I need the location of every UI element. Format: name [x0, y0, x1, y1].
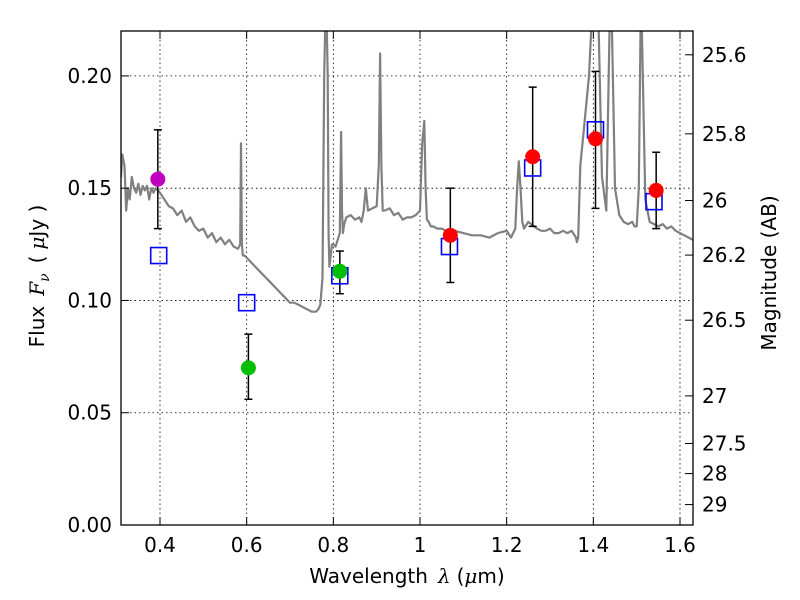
y2-tick-label: 26	[702, 189, 727, 213]
model-square	[237, 293, 256, 312]
data-point	[525, 149, 541, 165]
y-axis-title: FluxFν(μJy )	[25, 205, 53, 348]
data-point	[648, 182, 664, 198]
data-point	[332, 263, 348, 279]
data-point	[588, 131, 603, 147]
y2-tick-label: 26.5	[702, 308, 747, 332]
x-tick-label: 1.2	[491, 533, 523, 557]
x-tick-labels: 0.4 0.6 0.8 1 1.2 1.4 1.6	[144, 533, 696, 557]
y2-tick-labels: 25.6 25.8 26 26.2 26.5 27 27.5 28 29	[702, 43, 747, 517]
y-tick-labels: 0.00 0.05 0.10 0.15 0.20	[67, 64, 112, 537]
y2-tick-label: 26.2	[702, 243, 747, 267]
y2-tick-label: 29	[702, 493, 727, 517]
axis-ticks	[121, 31, 693, 526]
measured-photometry-layer	[150, 131, 664, 376]
x-tick-label: 1.6	[664, 533, 696, 557]
y-tick-label: 0.00	[67, 513, 112, 537]
x-tick-label: 1	[414, 533, 427, 557]
y2-axis-title: Magnitude (AB)	[757, 195, 781, 350]
y-tick-label: 0.20	[67, 64, 112, 88]
x-tick-label: 0.6	[231, 533, 263, 557]
data-point	[442, 227, 458, 243]
x-axis-title: Wavelength λ (μm)	[309, 564, 504, 588]
y2-tick-label: 27.5	[702, 431, 747, 455]
y-tick-label: 0.10	[67, 288, 112, 312]
model-square	[149, 246, 168, 265]
x-tick-label: 1.4	[577, 533, 609, 557]
y2-tick-label: 28	[702, 462, 727, 486]
model-spectrum-layer	[121, 31, 693, 313]
y-tick-label: 0.05	[67, 401, 112, 425]
y2-tick-label: 27	[702, 384, 727, 408]
y2-tick-label: 25.6	[702, 43, 747, 67]
plot-frame	[120, 30, 694, 526]
x-tick-label: 0.8	[317, 533, 349, 557]
x-tick-label: 0.4	[144, 533, 176, 557]
data-point	[150, 171, 166, 187]
y2-tick-label: 25.8	[702, 122, 747, 146]
y-tick-label: 0.15	[67, 176, 112, 200]
spectrum-line	[121, 31, 693, 313]
data-point	[240, 360, 256, 376]
